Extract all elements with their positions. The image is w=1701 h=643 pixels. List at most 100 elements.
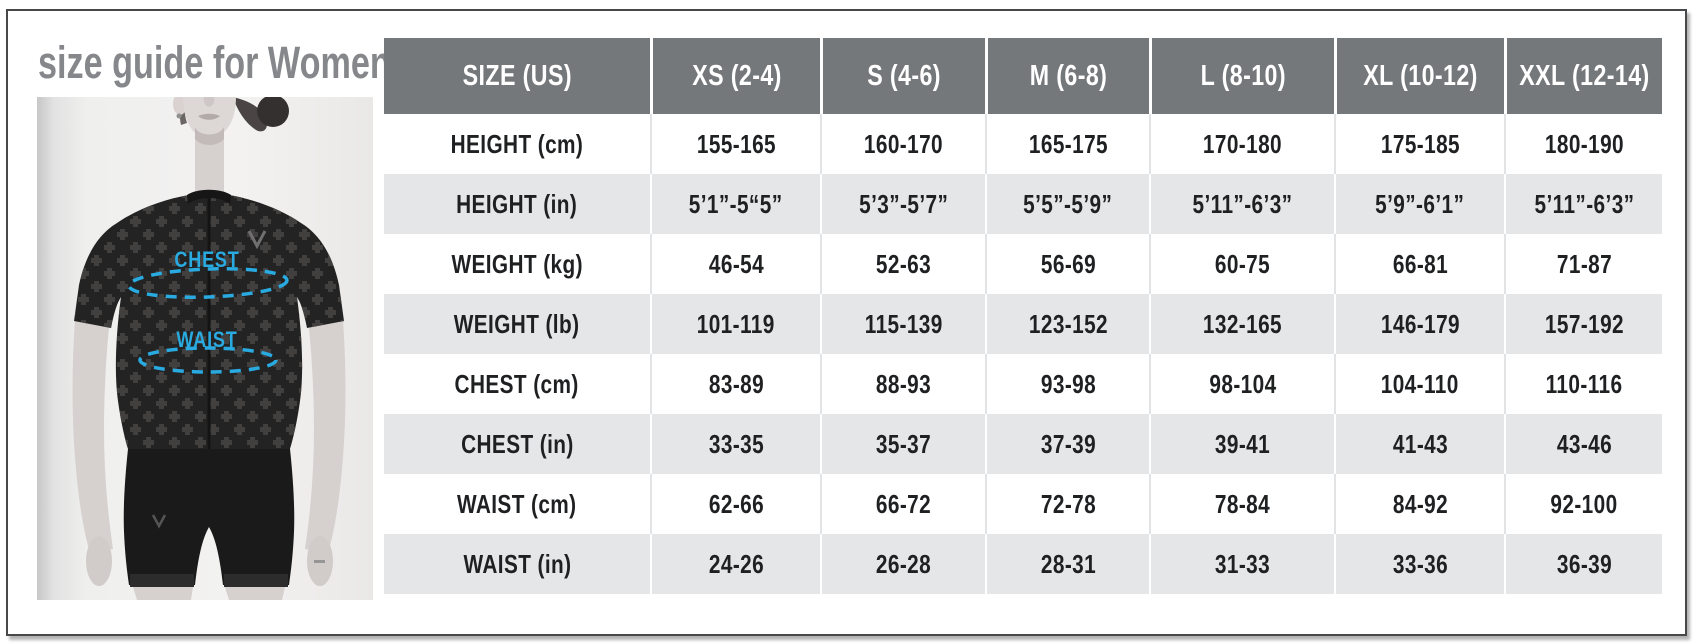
right-arm xyxy=(305,297,346,553)
table-cell: 52-63 xyxy=(820,234,985,294)
table-cell: 28-31 xyxy=(985,534,1149,594)
table-cell: 5’1”-5“5” xyxy=(650,174,820,234)
table-cell: 101-119 xyxy=(650,294,820,354)
table-row-weight-kg: WEIGHT (kg) 46-54 52-63 56-69 60-75 66-8… xyxy=(384,234,1662,294)
table-cell: 56-69 xyxy=(985,234,1149,294)
table-cell: 62-66 xyxy=(650,474,820,534)
size-guide-panel: size guide for Women xyxy=(6,9,1687,636)
table-row-waist-in: WAIST (in) 24-26 26-28 28-31 31-33 33-36… xyxy=(384,534,1662,594)
table-cell: 84-92 xyxy=(1334,474,1504,534)
table-cell: 35-37 xyxy=(820,414,985,474)
nose-shadow xyxy=(203,97,215,107)
table-cell: 5’5”-5’9” xyxy=(985,174,1149,234)
waist-label: WAIST xyxy=(176,328,237,352)
column-header-xl: XL (10-12) xyxy=(1334,38,1504,114)
table-cell: 165-175 xyxy=(985,114,1149,174)
table-cell: 24-26 xyxy=(650,534,820,594)
column-header-xs: XS (2-4) xyxy=(650,38,820,114)
table-cell: 88-93 xyxy=(820,354,985,414)
neck xyxy=(195,127,224,197)
column-header-size: SIZE (US) xyxy=(384,38,650,114)
table-cell: 39-41 xyxy=(1149,414,1334,474)
table-cell: 175-185 xyxy=(1334,114,1504,174)
row-label: HEIGHT (in) xyxy=(384,174,650,234)
table-cell: 5’11”-6’3” xyxy=(1504,174,1662,234)
shorts-logo-icon xyxy=(151,514,167,529)
left-leg-gripper xyxy=(130,574,194,587)
table-cell: 155-165 xyxy=(650,114,820,174)
row-label: WAIST (cm) xyxy=(457,488,577,519)
chin-shadow xyxy=(195,127,224,145)
table-cell: 31-33 xyxy=(1149,534,1334,594)
table-cell: 123-152 xyxy=(985,294,1149,354)
right-leg-gripper xyxy=(224,574,288,587)
table-cell: 110-116 xyxy=(1504,354,1662,414)
chest-label: CHEST xyxy=(174,248,239,272)
table-cell: 72-78 xyxy=(985,474,1149,534)
row-label: WAIST (in) xyxy=(384,534,650,594)
table-row-height-in: HEIGHT (in) 5’1”-5“5” 5’3”-5’7” 5’5”-5’9… xyxy=(384,174,1662,234)
column-header-m: M (6-8) xyxy=(985,38,1149,114)
table-cell: 115-139 xyxy=(820,294,985,354)
table-cell: 5’11”-6’3” xyxy=(1149,174,1334,234)
column-header-s: S (4-6) xyxy=(820,38,985,114)
right-leg xyxy=(225,587,285,600)
table-cell: 33-36 xyxy=(1334,534,1504,594)
table-row-height-cm: HEIGHT (cm) 155-165 160-170 165-175 170-… xyxy=(384,114,1662,174)
table-row-weight-lb: WEIGHT (lb) 101-119 115-139 123-152 132-… xyxy=(384,294,1662,354)
zipper xyxy=(207,197,211,449)
page-title: size guide for Women xyxy=(38,37,391,88)
ring xyxy=(314,560,325,563)
row-label: WEIGHT (kg) xyxy=(451,248,583,279)
row-label: WEIGHT (lb) xyxy=(384,294,650,354)
table-cell: 5’9”-6’1” xyxy=(1334,174,1504,234)
table-cell: 157-192 xyxy=(1504,294,1662,354)
table-cell: 36-39 xyxy=(1504,534,1662,594)
row-label: CHEST (in) xyxy=(384,414,650,474)
table-cell: 46-54 xyxy=(650,234,820,294)
table-cell: 5’3”-5’7” xyxy=(820,174,985,234)
hair-bun xyxy=(257,97,289,127)
table-cell: 66-72 xyxy=(820,474,985,534)
table-cell: 170-180 xyxy=(1149,114,1334,174)
chest-measure-ellipse xyxy=(127,266,289,300)
table-cell: 104-110 xyxy=(1334,354,1504,414)
table-cell: 41-43 xyxy=(1334,414,1504,474)
table-cell: 71-87 xyxy=(1504,234,1662,294)
table-cell: 26-28 xyxy=(820,534,985,594)
table-cell: 33-35 xyxy=(650,414,820,474)
table-cell: 98-104 xyxy=(1149,354,1334,414)
table-row-chest-in: CHEST (in) 33-35 35-37 37-39 39-41 41-43… xyxy=(384,414,1662,474)
table-cell: 92-100 xyxy=(1504,474,1662,534)
fit-model-illustration: CHEST WAIST xyxy=(37,97,373,600)
table-cell: 60-75 xyxy=(1149,234,1334,294)
hair xyxy=(233,97,268,132)
table-cell: 43-46 xyxy=(1504,414,1662,474)
table-cell: 83-89 xyxy=(650,354,820,414)
table-cell: 66-81 xyxy=(1334,234,1504,294)
table-cell: 180-190 xyxy=(1504,114,1662,174)
table-cell: 93-98 xyxy=(985,354,1149,414)
left-hand xyxy=(86,536,112,586)
row-label: CHEST (cm) xyxy=(454,368,580,399)
table-cell: 78-84 xyxy=(1149,474,1334,534)
column-header-xxl: XXL (12-14) xyxy=(1504,38,1662,114)
table-cell: 37-39 xyxy=(985,414,1149,474)
table-cell: 160-170 xyxy=(820,114,985,174)
table-cell: 146-179 xyxy=(1334,294,1504,354)
column-header-l: L (8-10) xyxy=(1149,38,1334,114)
left-leg xyxy=(133,587,193,600)
table-cell: 132-165 xyxy=(1149,294,1334,354)
table-row-waist-cm: WAIST (cm) 62-66 66-72 72-78 78-84 84-92… xyxy=(384,474,1662,534)
brand-logo-icon xyxy=(247,230,267,250)
lips xyxy=(198,113,220,120)
row-label: HEIGHT (cm) xyxy=(450,128,584,159)
shorts xyxy=(123,449,295,587)
waist-measure-ellipse xyxy=(138,346,278,374)
earring xyxy=(176,113,182,119)
table-header-row: SIZE (US) XS (2-4) S (4-6) M (6-8) L (8-… xyxy=(384,38,1662,114)
table-row-chest-cm: CHEST (cm) 83-89 88-93 93-98 98-104 104-… xyxy=(384,354,1662,414)
collar xyxy=(187,189,231,204)
left-arm xyxy=(72,297,113,553)
size-table: SIZE (US) XS (2-4) S (4-6) M (6-8) L (8-… xyxy=(384,38,1662,594)
